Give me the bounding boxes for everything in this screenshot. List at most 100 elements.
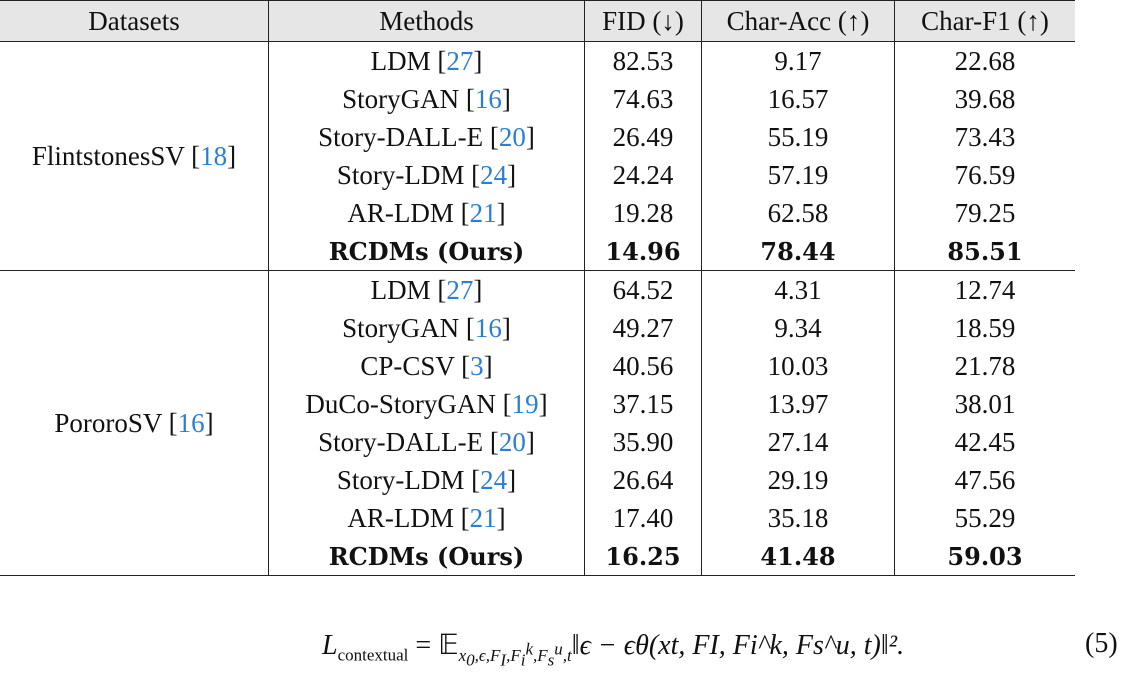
- char-f1-value: 42.45: [954, 426, 1016, 457]
- char-f1-value: 12.74: [954, 274, 1016, 305]
- method-cell: AR-LDM [21]: [268, 194, 585, 232]
- eq-body-text: ‖ϵ − ϵθ(xt, FI, Fi^k, Fs^u, t)‖².: [571, 630, 905, 661]
- method-name: CP-CSV: [360, 350, 455, 381]
- method-name: LDM: [370, 274, 431, 305]
- char-acc-value: 13.97: [767, 388, 829, 419]
- method-name: RCDMs (Ours): [328, 541, 525, 571]
- citation-link[interactable]: 3: [470, 350, 484, 381]
- fid-cell: 37.15: [584, 385, 702, 423]
- char-acc-value: 16.57: [767, 83, 829, 114]
- char-f1-value: 21.78: [954, 350, 1016, 381]
- table-row: DuCo-StoryGAN [19] 37.15 13.97 38.01: [0, 385, 1075, 423]
- char-f1-value: 39.68: [954, 83, 1016, 114]
- char-f1-cell: 22.68: [895, 42, 1076, 81]
- table-row: AR-LDM [21] 19.28 62.58 79.25: [0, 194, 1075, 232]
- fid-cell: 74.63: [584, 80, 702, 118]
- char-acc-value: 29.19: [767, 464, 829, 495]
- citation-link[interactable]: 16: [474, 83, 502, 114]
- equation-number: (5): [1085, 628, 1118, 659]
- eq-expectation: 𝔼: [438, 630, 459, 661]
- char-f1-cell: 79.25: [895, 194, 1076, 232]
- char-f1-value: 38.01: [954, 388, 1016, 419]
- fid-cell: 17.40: [584, 499, 702, 537]
- char-acc-cell: 57.19: [701, 156, 895, 194]
- table-row: AR-LDM [21] 17.40 35.18 55.29: [0, 499, 1075, 537]
- fid-value: 40.56: [612, 350, 674, 381]
- table-row: RCDMs (Ours) 14.96 78.44 85.51: [0, 232, 1075, 271]
- char-f1-cell: 76.59: [895, 156, 1076, 194]
- char-acc-value: 78.44: [760, 236, 836, 266]
- char-f1-value: 22.68: [954, 45, 1016, 76]
- citation-link[interactable]: 21: [469, 502, 497, 533]
- method-cell: Story-DALL-E [20]: [268, 423, 585, 461]
- fid-cell: 64.52: [584, 270, 702, 309]
- table-row: PororoSV [16] LDM [27] 64.52 4.31 12.74: [0, 270, 1076, 576]
- method-name: StoryGAN: [342, 312, 460, 343]
- citation-link[interactable]: 27: [446, 45, 474, 76]
- table-row: Story-DALL-E [20] 35.90 27.14 42.45: [0, 423, 1075, 461]
- char-acc-cell: 10.03: [701, 347, 895, 385]
- char-acc-value: 27.14: [767, 426, 829, 457]
- fid-cell: 19.28: [584, 194, 702, 232]
- char-f1-value: 47.56: [954, 464, 1016, 495]
- eq-lhs: L: [322, 630, 338, 661]
- char-acc-cell: 16.57: [701, 80, 895, 118]
- method-cell: Story-DALL-E [20]: [268, 118, 585, 156]
- header-fid: FID (↓): [584, 0, 702, 42]
- dataset-cell: FlintstonesSV [18]: [0, 41, 269, 271]
- table-row: Story-DALL-E [20] 26.49 55.19 73.43: [0, 118, 1075, 156]
- fid-cell: 26.64: [584, 461, 702, 499]
- method-cell: RCDMs (Ours): [268, 232, 585, 271]
- char-f1-value: 76.59: [954, 159, 1016, 190]
- char-f1-cell: 73.43: [895, 118, 1076, 156]
- method-name: Story-LDM: [336, 159, 465, 190]
- char-acc-value: 55.19: [767, 121, 829, 152]
- fid-cell: 40.56: [584, 347, 702, 385]
- citation-link[interactable]: 20: [498, 426, 526, 457]
- char-f1-value: 73.43: [954, 121, 1016, 152]
- citation-link[interactable]: 27: [446, 274, 474, 305]
- fid-cell: 82.53: [584, 41, 702, 80]
- char-f1-cell: 12.74: [895, 271, 1076, 310]
- header-methods: Methods: [268, 0, 585, 42]
- citation-link[interactable]: 19: [511, 388, 539, 419]
- table-row: StoryGAN [16] 74.63 16.57 39.68: [0, 80, 1075, 118]
- citation-link[interactable]: 16: [177, 407, 205, 438]
- citation-link[interactable]: 20: [498, 121, 526, 152]
- char-f1-cell: 59.03: [894, 537, 1075, 576]
- table-row: FlintstonesSV [18] LDM [27] 82.53 9.17 22.68: [0, 41, 1076, 271]
- char-f1-value: 18.59: [954, 312, 1016, 343]
- method-name: Story-DALL-E: [318, 121, 484, 152]
- char-acc-cell: 13.97: [701, 385, 895, 423]
- eq-lhs-sub: contextual: [337, 645, 409, 665]
- char-acc-cell: 55.19: [701, 118, 895, 156]
- fid-value: 26.49: [612, 121, 674, 152]
- citation-link[interactable]: 24: [480, 159, 508, 190]
- fid-cell: 24.24: [584, 156, 702, 194]
- equation-body: Lcontextual = 𝔼x0,ϵ,FI,Fik,Fsu,t‖ϵ − ϵθ(…: [322, 630, 905, 669]
- results-table: Datasets Methods FID (↓) Char-Acc (↑) Ch…: [0, 0, 1075, 576]
- char-f1-cell: 42.45: [895, 423, 1076, 461]
- char-f1-cell: 47.56: [895, 461, 1076, 499]
- header-char-acc: Char-Acc (↑): [701, 0, 895, 42]
- char-f1-value: 55.29: [954, 502, 1016, 533]
- method-cell: StoryGAN [16]: [268, 309, 585, 347]
- method-name: RCDMs (Ours): [328, 236, 525, 266]
- char-acc-cell: 41.48: [701, 537, 895, 576]
- citation-link[interactable]: 24: [480, 464, 508, 495]
- char-acc-value: 4.31: [774, 274, 822, 305]
- citation-link[interactable]: 21: [469, 197, 497, 228]
- citation-link[interactable]: 16: [474, 312, 502, 343]
- char-f1-cell: 39.68: [895, 80, 1076, 118]
- char-acc-cell: 27.14: [701, 423, 895, 461]
- table-row: CP-CSV [3] 40.56 10.03 21.78: [0, 347, 1075, 385]
- fid-value: 19.28: [612, 197, 674, 228]
- char-f1-value: 79.25: [954, 197, 1016, 228]
- method-cell: Story-LDM [24]: [268, 156, 585, 194]
- fid-cell: 35.90: [584, 423, 702, 461]
- fid-value: 49.27: [612, 312, 674, 343]
- char-acc-cell: 9.17: [701, 41, 895, 80]
- header-row: Datasets Methods FID (↓) Char-Acc (↑) Ch…: [0, 0, 1075, 42]
- fid-value: 16.25: [605, 541, 681, 571]
- citation-link[interactable]: 18: [200, 140, 228, 171]
